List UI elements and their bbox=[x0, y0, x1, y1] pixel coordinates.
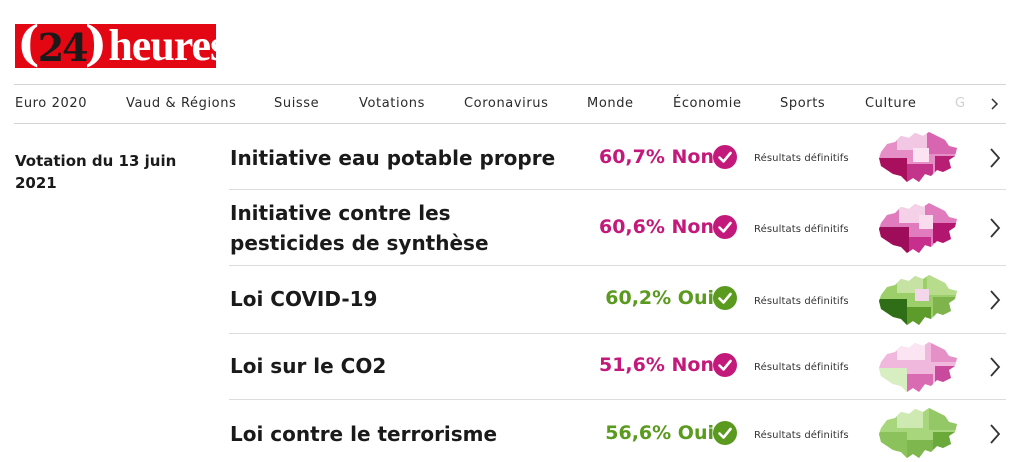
nav-item-overflow[interactable]: G bbox=[955, 96, 966, 111]
nav-item-economie[interactable]: Économie bbox=[673, 96, 742, 111]
row-divider bbox=[229, 399, 1006, 400]
nav-divider bbox=[14, 123, 1006, 124]
vote-row-eau-potable[interactable]: Initiative eau potable propre 60,7% Non … bbox=[229, 126, 1006, 190]
vote-result: 51,6% Non bbox=[598, 354, 714, 376]
vote-result: 60,2% Oui bbox=[605, 287, 714, 309]
switzerland-map-icon bbox=[879, 408, 957, 458]
status-label: Résultats définitifs bbox=[754, 224, 849, 235]
vote-title: Initiative eau potable propre bbox=[230, 146, 556, 170]
nav-item-culture[interactable]: Culture bbox=[865, 96, 917, 111]
row-divider bbox=[229, 265, 1006, 266]
header-divider bbox=[14, 84, 1006, 85]
status-label: Résultats définitifs bbox=[754, 430, 849, 441]
vote-row-pesticides[interactable]: Initiative contre les pesticides de synt… bbox=[229, 190, 1006, 266]
switzerland-map-icon bbox=[879, 275, 957, 325]
section-title: Votation du 13 juin 2021 bbox=[15, 152, 177, 192]
vote-result: 56,6% Oui bbox=[605, 422, 714, 444]
vote-title: Loi COVID-19 bbox=[230, 287, 378, 311]
vote-result: 60,6% Non bbox=[598, 216, 714, 238]
nav-item-sports[interactable]: Sports bbox=[780, 96, 826, 111]
vote-result: 60,7% Non bbox=[598, 146, 714, 168]
vote-row-loi-covid[interactable]: Loi COVID-19 60,2% Oui Résultats définit… bbox=[229, 266, 1006, 334]
check-circle-icon bbox=[713, 353, 737, 377]
nav-item-vaud-regions[interactable]: Vaud & Régions bbox=[126, 96, 237, 111]
logo-paren-open: ( bbox=[17, 16, 40, 72]
logo-paren-close: ) bbox=[84, 16, 108, 72]
chevron-right-icon[interactable] bbox=[988, 422, 1002, 446]
check-circle-icon bbox=[713, 421, 737, 445]
chevron-right-icon[interactable] bbox=[988, 288, 1002, 312]
row-divider bbox=[229, 333, 1006, 334]
nav-item-suisse[interactable]: Suisse bbox=[274, 96, 320, 111]
site-logo[interactable]: ( 24 ) heures bbox=[15, 16, 227, 72]
row-divider bbox=[229, 189, 1006, 190]
chevron-right-icon[interactable] bbox=[988, 146, 1002, 170]
chevron-right-icon[interactable] bbox=[986, 95, 1004, 113]
status-label: Résultats définitifs bbox=[754, 362, 849, 373]
vote-title: Loi sur le CO2 bbox=[230, 354, 387, 378]
chevron-right-icon[interactable] bbox=[988, 216, 1002, 240]
check-circle-icon bbox=[713, 145, 737, 169]
status-label: Résultats définitifs bbox=[754, 296, 849, 307]
nav-item-euro-2020[interactable]: Euro 2020 bbox=[15, 96, 88, 111]
vote-title: Initiative contre les pesticides de synt… bbox=[230, 201, 489, 255]
switzerland-map-icon bbox=[879, 342, 957, 392]
switzerland-map-icon bbox=[879, 132, 957, 182]
main-nav: Euro 2020 Vaud & Régions Suisse Votation… bbox=[15, 92, 1006, 118]
vote-row-loi-co2[interactable]: Loi sur le CO2 51,6% Non Résultats défin… bbox=[229, 334, 1006, 400]
status-label: Résultats définitifs bbox=[754, 153, 849, 164]
nav-item-monde[interactable]: Monde bbox=[587, 96, 634, 111]
switzerland-map-icon bbox=[879, 203, 957, 253]
chevron-right-icon[interactable] bbox=[988, 355, 1002, 379]
check-circle-icon bbox=[713, 215, 737, 239]
logo-word: heures bbox=[108, 20, 227, 70]
vote-title: Loi contre le terrorisme bbox=[230, 422, 498, 446]
nav-item-votations[interactable]: Votations bbox=[359, 96, 425, 111]
nav-item-coronavirus[interactable]: Coronavirus bbox=[464, 96, 549, 111]
check-circle-icon bbox=[713, 286, 737, 310]
vote-row-terrorisme[interactable]: Loi contre le terrorisme 56,6% Oui Résul… bbox=[229, 400, 1006, 462]
logo-number: 24 bbox=[37, 24, 89, 70]
